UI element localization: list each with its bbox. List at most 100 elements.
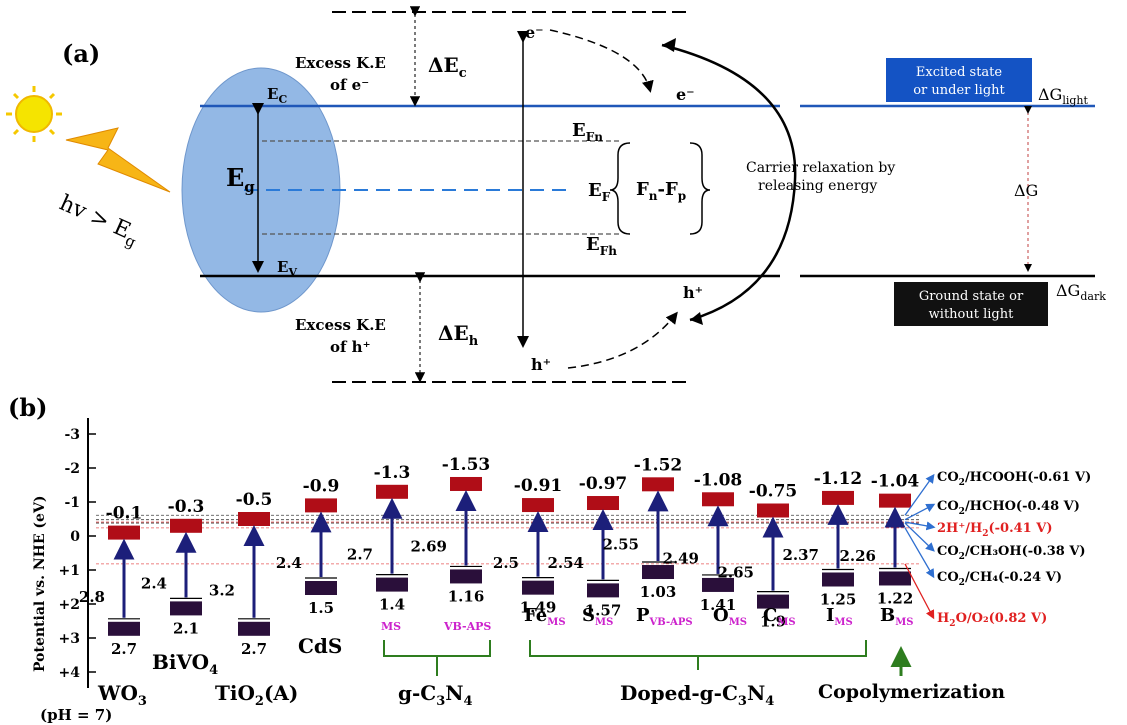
vb-block	[522, 580, 554, 595]
cb-value: -0.91	[514, 476, 562, 496]
tio2-label: TiO2(A)	[215, 681, 298, 709]
ef-label: EF	[588, 180, 611, 204]
gap-value: 2.69	[410, 538, 447, 556]
y-ticks: -3 -2 -1 0 +1 +2 +3 +4	[59, 427, 96, 681]
gc3n4-bracket	[383, 640, 491, 657]
gap-value: 2.55	[602, 536, 639, 554]
panel-b-label: (b)	[8, 393, 48, 422]
b-label: BMS	[880, 605, 914, 628]
excess-ke-e-line2: of e⁻	[330, 76, 369, 94]
y-tick-label: +1	[59, 563, 80, 579]
band-0: -0.1 2.8 2.7	[79, 504, 142, 658]
redox-pointer	[904, 563, 935, 620]
gc3n4-label: g-C3N4	[398, 681, 473, 709]
ms-tag-1: MS	[381, 620, 401, 633]
vb-block	[305, 581, 337, 595]
excess-ke-e-line1: Excess K.E	[295, 54, 386, 72]
sun-icon	[6, 86, 62, 142]
wo3-label: WO3	[97, 681, 147, 709]
redox-pointer	[904, 503, 936, 521]
vb-value: 1.4	[379, 596, 405, 614]
vb-value: 2.7	[241, 640, 267, 658]
cds-label: CdS	[298, 634, 342, 658]
gap-value: 2.26	[839, 547, 876, 565]
band-12: -1.04 2.26 1.22	[839, 472, 919, 608]
vb-block	[702, 577, 734, 592]
redox-labels: CO2/HCOOH(-0.61 V) CO2/HCHO(-0.48 V) 2H⁺/H…	[904, 470, 1091, 629]
cb-block	[702, 492, 734, 507]
vb-value: 1.25	[820, 591, 857, 609]
gap-value: 2.5	[493, 554, 519, 572]
gap-value: 2.54	[547, 554, 584, 572]
s-label: SMS	[582, 605, 613, 628]
cb-value: -0.75	[749, 482, 797, 502]
doped-label: Doped-g-C3N4	[620, 681, 774, 709]
delta-eh-label: ΔEh	[438, 321, 479, 349]
vb-value: 2.7	[111, 640, 137, 658]
cb-block	[757, 503, 789, 518]
cb-block	[376, 484, 408, 499]
ground-state-box	[894, 282, 1048, 326]
y-axis-label: Potential vs. NHE (eV)	[32, 496, 48, 672]
vb-value: 1.16	[448, 587, 485, 605]
dg-label: ΔG	[1014, 181, 1038, 200]
ph-label: (pH = 7)	[40, 706, 112, 724]
band-2: -0.5 3.2 2.7	[209, 490, 272, 658]
redox-pointer	[904, 521, 936, 531]
electron-relax-arrow	[549, 29, 654, 93]
vb-value: 1.9	[760, 613, 786, 631]
relaxation-label-line2: releasing energy	[758, 178, 877, 194]
y-tick-label: -1	[64, 495, 80, 511]
fe-label: FeMS	[524, 605, 566, 628]
excited-state-box	[886, 58, 1032, 102]
cb-value: -1.04	[871, 472, 920, 492]
y-tick-label: 0	[70, 529, 80, 545]
excited-state-line1: Excited state	[916, 65, 1003, 80]
gap-value: 2.8	[79, 588, 105, 606]
band-6: -0.91 2.5 1.49	[493, 476, 562, 617]
cb-block	[108, 525, 140, 540]
panel-a: (a) hv > Eg	[6, 6, 1106, 383]
relaxation-curve	[661, 43, 797, 322]
cb-value: -0.5	[236, 490, 273, 510]
redox-label: CO2/CH₃OH(-0.38 V)	[937, 544, 1086, 562]
cb-block	[879, 493, 911, 508]
redox-label: 2H⁺/H2(-0.41 V)	[937, 521, 1052, 539]
dg-light-label: ΔGlight	[1038, 85, 1089, 107]
vb-block	[170, 601, 202, 616]
excited-state-line2: or under light	[913, 83, 1005, 98]
hole-bottom: h⁺	[531, 355, 551, 374]
electron-mid: e⁻	[676, 85, 695, 104]
cb-block	[450, 476, 482, 491]
efh-label: EFh	[586, 234, 617, 258]
gap-value: 2.4	[141, 575, 167, 593]
gap-value: 3.2	[209, 581, 235, 599]
vb-value: 1.57	[585, 601, 622, 619]
y-tick-label: +2	[59, 597, 80, 613]
redox-label: H2O/O₂(0.82 V)	[937, 611, 1047, 629]
vb-block	[108, 621, 140, 636]
ground-state-line2: without light	[929, 307, 1014, 322]
band-5: -1.53 2.69 1.16	[410, 455, 490, 605]
y-tick-label: +4	[59, 665, 81, 681]
band-7: -0.97 2.54 1.57	[547, 474, 627, 619]
cb-value: -0.1	[106, 504, 143, 524]
cb-block	[822, 490, 854, 505]
c-label: CMS	[763, 605, 796, 628]
electron-top: e⁻	[525, 23, 544, 42]
lightning-icon	[65, 127, 171, 193]
gap-value: 2.65	[717, 564, 754, 582]
excess-ke-h-line2: of h⁺	[330, 338, 371, 356]
redox-pointer	[904, 527, 935, 579]
redox-pointer	[904, 473, 935, 516]
redox-pointer	[904, 522, 935, 552]
cb-block	[587, 496, 619, 511]
ec-label: EC	[267, 85, 287, 106]
y-tick-label: -3	[64, 427, 80, 443]
vb-value: 1.22	[877, 589, 914, 607]
vbaps-tag-1: VB-APS	[443, 620, 491, 633]
vb-value: 1.03	[640, 583, 677, 601]
relaxation-arrowhead-top	[662, 38, 676, 52]
cb-value: -0.3	[168, 497, 205, 517]
